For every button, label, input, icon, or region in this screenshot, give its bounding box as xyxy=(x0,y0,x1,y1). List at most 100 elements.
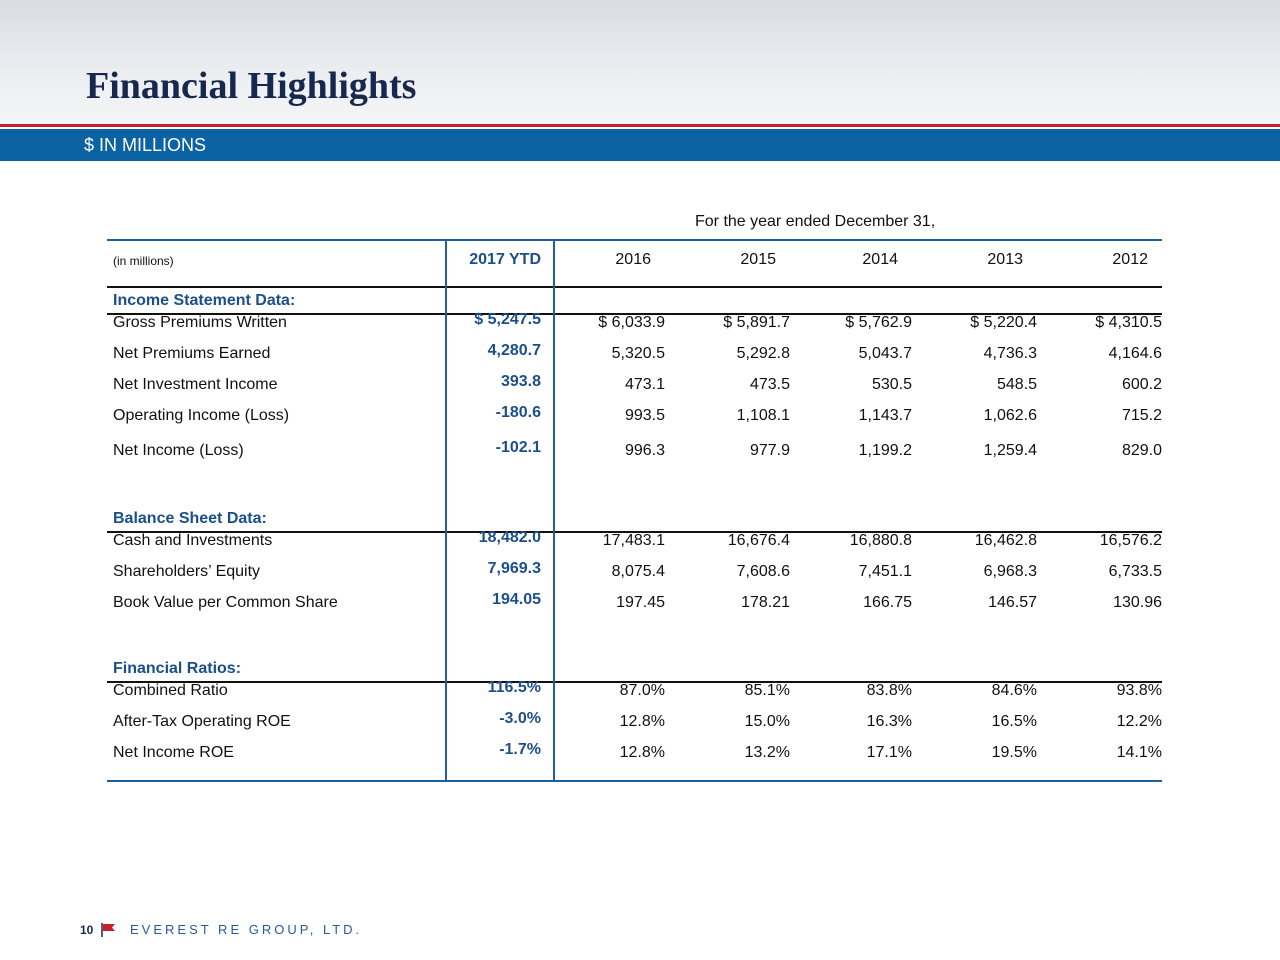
cell-value: 1,259.4 xyxy=(983,442,1037,459)
row-label: Gross Premiums Written xyxy=(113,314,287,331)
cell-value: -1.7% xyxy=(499,741,541,758)
cell-value: 166.75 xyxy=(863,594,912,611)
cell-value: 1,108.1 xyxy=(736,407,790,424)
cell-value: 548.5 xyxy=(996,376,1037,393)
column-header: 2016 xyxy=(615,251,651,268)
cell-value: 12.2% xyxy=(1116,713,1162,730)
row-label: After-Tax Operating ROE xyxy=(113,713,291,730)
table-rule xyxy=(107,286,1162,288)
cell-value: $ 5,762.9 xyxy=(845,314,912,331)
header-background xyxy=(0,0,1280,124)
column-header: 2012 xyxy=(1112,251,1148,268)
column-header: 2014 xyxy=(862,251,898,268)
cell-value: 17.1% xyxy=(866,744,912,761)
cell-value: 16,676.4 xyxy=(727,532,790,549)
cell-value: 530.5 xyxy=(871,376,912,393)
cell-value: 19.5% xyxy=(991,744,1037,761)
cell-value: 83.8% xyxy=(866,682,912,699)
column-header: 2015 xyxy=(740,251,776,268)
cell-value: $ 4,310.5 xyxy=(1095,314,1162,331)
row-label: Shareholders’ Equity xyxy=(113,563,261,580)
row-label: Cash and Investments xyxy=(113,532,273,549)
cell-value: 5,292.8 xyxy=(736,345,790,362)
cell-value: 84.6% xyxy=(991,682,1037,699)
cell-value: 4,164.6 xyxy=(1108,345,1162,362)
cell-value: 178.21 xyxy=(741,594,790,611)
cell-value: 977.9 xyxy=(749,442,790,459)
row-label: Net Premiums Earned xyxy=(113,345,271,362)
table-rule xyxy=(107,780,1162,782)
table-rule xyxy=(107,313,1162,315)
cell-value: 7,451.1 xyxy=(858,563,912,580)
row-label: Combined Ratio xyxy=(113,682,228,699)
cell-value: 4,280.7 xyxy=(487,342,541,359)
row-label: Net Income ROE xyxy=(113,744,234,761)
header-rule xyxy=(0,124,1280,127)
cell-value: 5,320.5 xyxy=(611,345,665,362)
flag-icon xyxy=(101,923,115,937)
page-number: 10 xyxy=(80,923,94,937)
table-rule xyxy=(107,239,1162,241)
cell-value: 996.3 xyxy=(624,442,665,459)
cell-value: 16,462.8 xyxy=(974,532,1037,549)
cell-value: 4,736.3 xyxy=(983,345,1037,362)
cell-value: 85.1% xyxy=(744,682,790,699)
cell-value: 16,576.2 xyxy=(1099,532,1162,549)
cell-value: 393.8 xyxy=(500,373,541,390)
table-rule xyxy=(107,681,1162,683)
row-label: Net Investment Income xyxy=(113,376,278,393)
subtitle-band xyxy=(0,129,1280,161)
cell-value: 197.45 xyxy=(616,594,665,611)
cell-value: 1,143.7 xyxy=(858,407,912,424)
cell-value: 17,483.1 xyxy=(602,532,665,549)
cell-value: 116.5% xyxy=(487,679,541,696)
column-divider xyxy=(445,240,447,781)
cell-value: $ 5,247.5 xyxy=(474,311,541,328)
column-header: 2013 xyxy=(987,251,1023,268)
cell-value: -180.6 xyxy=(495,404,541,421)
cell-value: 6,733.5 xyxy=(1108,563,1162,580)
title: Financial Highlights xyxy=(86,65,417,107)
cell-value: 13.2% xyxy=(744,744,790,761)
cell-value: $ 5,891.7 xyxy=(723,314,790,331)
cell-value: 16.3% xyxy=(866,713,912,730)
cell-value: 146.57 xyxy=(988,594,1037,611)
company-name: EVEREST RE GROUP, LTD. xyxy=(130,922,363,937)
cell-value: 130.96 xyxy=(1113,594,1162,611)
cell-value: 715.2 xyxy=(1121,407,1162,424)
cell-value: 5,043.7 xyxy=(858,345,912,362)
row-label: Net Income (Loss) xyxy=(113,442,244,459)
cell-value: 12.8% xyxy=(619,713,665,730)
section-title: Income Statement Data: xyxy=(113,292,296,309)
cell-value: 993.5 xyxy=(624,407,665,424)
column-divider xyxy=(553,240,555,781)
cell-value: 600.2 xyxy=(1121,376,1162,393)
section-title: Balance Sheet Data: xyxy=(113,510,267,527)
cell-value: 87.0% xyxy=(619,682,665,699)
cell-value: 7,608.6 xyxy=(736,563,790,580)
cell-value: -102.1 xyxy=(495,439,541,456)
row-label: Operating Income (Loss) xyxy=(113,407,290,424)
cell-value: 7,969.3 xyxy=(487,560,541,577)
column-header: (in millions) xyxy=(113,254,174,268)
cell-value: 6,968.3 xyxy=(983,563,1037,580)
cell-value: 18,482.0 xyxy=(478,529,541,546)
section-title: Financial Ratios: xyxy=(113,660,242,677)
cell-value: 12.8% xyxy=(619,744,665,761)
subtitle: $ IN MILLIONS xyxy=(84,135,207,155)
table-rule xyxy=(107,531,1162,533)
cell-value: 473.1 xyxy=(624,376,665,393)
cell-value: 829.0 xyxy=(1121,442,1162,459)
cell-value: 14.1% xyxy=(1116,744,1162,761)
cell-value: 194.05 xyxy=(492,591,541,608)
cell-value: 8,075.4 xyxy=(611,563,665,580)
cell-value: 1,062.6 xyxy=(983,407,1037,424)
cell-value: -3.0% xyxy=(499,710,541,727)
row-label: Book Value per Common Share xyxy=(113,594,338,611)
cell-value: $ 6,033.9 xyxy=(598,314,665,331)
cell-value: 93.8% xyxy=(1116,682,1162,699)
table-caption: For the year ended December 31, xyxy=(695,213,936,230)
cell-value: 1,199.2 xyxy=(858,442,912,459)
cell-value: 473.5 xyxy=(749,376,790,393)
